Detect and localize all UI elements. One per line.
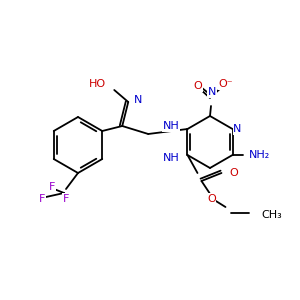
Text: F: F: [63, 194, 69, 204]
Text: NH: NH: [163, 121, 179, 131]
Text: N: N: [233, 124, 242, 134]
Text: F: F: [39, 194, 45, 204]
Text: N: N: [208, 87, 216, 97]
Text: CH₃: CH₃: [262, 210, 282, 220]
Text: F: F: [49, 182, 55, 192]
Text: NH₂: NH₂: [248, 150, 270, 160]
Text: NH: NH: [163, 153, 179, 163]
Text: O⁻: O⁻: [219, 79, 233, 89]
Text: N: N: [134, 95, 142, 105]
Text: O: O: [194, 81, 202, 91]
Text: O: O: [230, 168, 238, 178]
Text: HO: HO: [89, 79, 106, 89]
Text: O: O: [207, 194, 216, 204]
